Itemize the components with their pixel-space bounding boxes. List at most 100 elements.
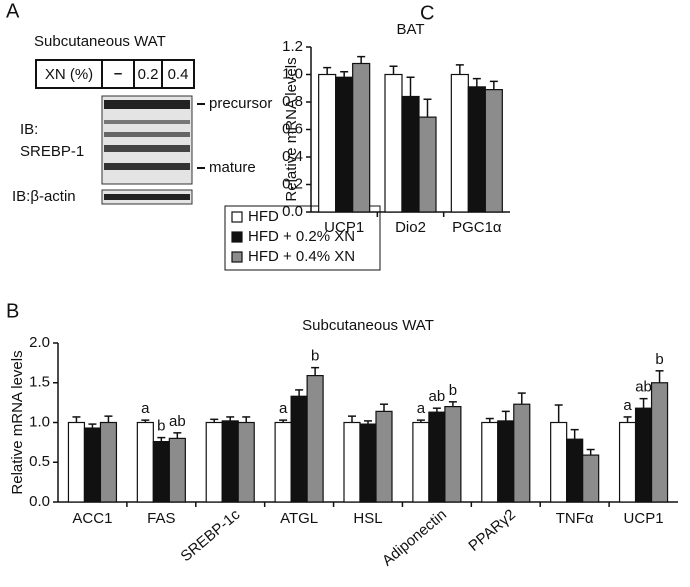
- bar: [205, 421, 223, 503]
- significance-letter: b: [157, 418, 165, 435]
- bar: [481, 421, 499, 503]
- legend-label: HFD + 0.4% XN: [248, 248, 355, 265]
- x-tick-label: HSL: [353, 510, 382, 527]
- bar: [401, 95, 420, 213]
- significance-letter: a: [279, 400, 288, 417]
- significance-letter: ab: [429, 388, 446, 405]
- bar: [582, 454, 600, 503]
- x-tick-label: SREBP-1c: [177, 506, 243, 565]
- bar: [136, 421, 154, 503]
- actin-label: IB:β-actin: [12, 188, 76, 205]
- blot-band: [104, 194, 190, 200]
- significance-letter: ab: [635, 379, 652, 396]
- significance-letter: b: [655, 351, 663, 368]
- y-tick-label: 0.5: [29, 453, 50, 470]
- bar: [450, 73, 469, 213]
- bar: [274, 421, 292, 503]
- bar: [513, 403, 531, 503]
- x-tick-label: ACC1: [72, 510, 112, 527]
- xn-level: –: [114, 65, 122, 82]
- y-tick-label: 1.5: [29, 374, 50, 391]
- x-tick-label: Dio2: [395, 219, 426, 236]
- bar: [650, 382, 669, 503]
- bar: [318, 73, 337, 213]
- legend-box: [224, 205, 381, 271]
- xn-table: [35, 59, 195, 89]
- y-tick-label: 0.0: [29, 493, 50, 510]
- x-tick-label: PGC1α: [452, 219, 502, 236]
- y-tick-label: 0.2: [282, 175, 303, 192]
- x-tick-label: TNFα: [556, 510, 594, 527]
- significance-letter: a: [417, 400, 426, 417]
- mature-label: mature: [209, 159, 256, 176]
- xn-level: 0.2: [138, 66, 159, 83]
- bar: [152, 440, 170, 503]
- chart-title: Subcutaneous WAT: [302, 317, 434, 334]
- bar: [306, 374, 324, 503]
- bar: [221, 420, 239, 503]
- x-tick-label: FAS: [147, 510, 175, 527]
- bar: [359, 423, 377, 503]
- bar: [375, 410, 393, 503]
- bar: [467, 86, 486, 213]
- y-tick-label: 1.2: [282, 38, 303, 55]
- bar: [444, 406, 462, 503]
- bar: [168, 437, 186, 503]
- blot-band: [104, 145, 190, 152]
- y-tick-label: 1.0: [282, 65, 303, 82]
- y-tick-label: 0.4: [282, 148, 303, 165]
- x-tick-label: UCP1: [324, 219, 364, 236]
- legend-swatch: [231, 251, 243, 263]
- ib-target: SREBP-1: [20, 143, 84, 160]
- precursor-label: precursor: [209, 95, 272, 112]
- panel-title: Subcutaneous WAT: [34, 33, 166, 50]
- significance-letter: a: [623, 397, 632, 414]
- bar: [99, 421, 118, 503]
- blot-band: [104, 132, 190, 137]
- chart-title: BAT: [396, 21, 424, 38]
- bar: [83, 427, 102, 503]
- bar: [634, 407, 653, 503]
- bar: [428, 411, 446, 503]
- panel-label: C: [420, 2, 434, 24]
- x-tick-label: UCP1: [624, 510, 664, 527]
- bar: [343, 421, 361, 503]
- significance-letter: b: [449, 382, 457, 399]
- y-tick-label: 0.0: [282, 203, 303, 220]
- xn-header: XN (%): [45, 66, 93, 83]
- y-tick-label: 2.0: [29, 334, 50, 351]
- xn-level: 0.4: [168, 66, 189, 83]
- legend-swatch: [231, 231, 243, 243]
- x-tick-label: Adiponectin: [379, 506, 450, 569]
- legend-label: HFD + 0.2% XN: [248, 228, 355, 245]
- y-axis-label: Relative mRNA levels: [283, 57, 300, 201]
- bar: [67, 421, 86, 503]
- legend-label: HFD: [248, 208, 279, 225]
- bar: [352, 62, 371, 213]
- bar: [290, 395, 308, 503]
- bar: [384, 73, 403, 213]
- bar: [566, 438, 584, 503]
- blot: [101, 95, 193, 185]
- bar: [418, 116, 437, 213]
- panel-label: A: [6, 0, 20, 22]
- bar: [497, 420, 515, 503]
- bar: [550, 421, 568, 503]
- bar: [618, 421, 637, 503]
- significance-letter: ab: [169, 413, 186, 430]
- y-tick-label: 0.6: [282, 120, 303, 137]
- bar: [335, 76, 354, 213]
- significance-letter: a: [141, 400, 150, 417]
- y-tick-label: 1.0: [29, 413, 50, 430]
- bar: [412, 421, 430, 503]
- legend-swatch: [231, 211, 243, 223]
- panel-label: B: [6, 300, 19, 322]
- bar: [484, 89, 503, 213]
- bar: [237, 421, 255, 503]
- x-tick-label: ATGL: [280, 510, 318, 527]
- y-tick-label: 0.8: [282, 93, 303, 110]
- y-axis-label: Relative mRNA levels: [9, 350, 26, 494]
- blot-band: [104, 120, 190, 124]
